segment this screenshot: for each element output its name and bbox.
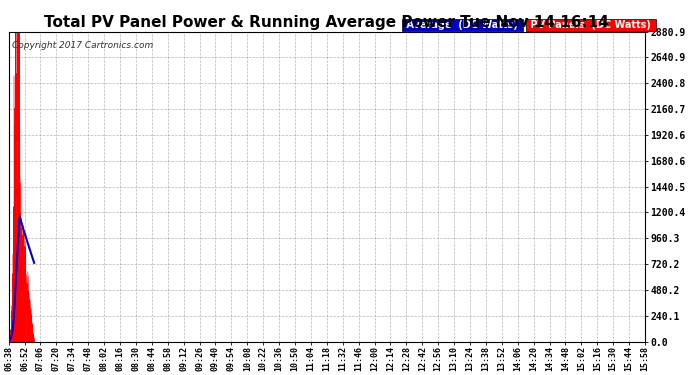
Text: PV Panels  (DC Watts): PV Panels (DC Watts) <box>527 20 655 30</box>
Text: Average  (DC Watts): Average (DC Watts) <box>403 20 522 30</box>
Text: Copyright 2017 Cartronics.com: Copyright 2017 Cartronics.com <box>12 41 153 50</box>
Title: Total PV Panel Power & Running Average Power Tue Nov 14 16:14: Total PV Panel Power & Running Average P… <box>44 15 609 30</box>
